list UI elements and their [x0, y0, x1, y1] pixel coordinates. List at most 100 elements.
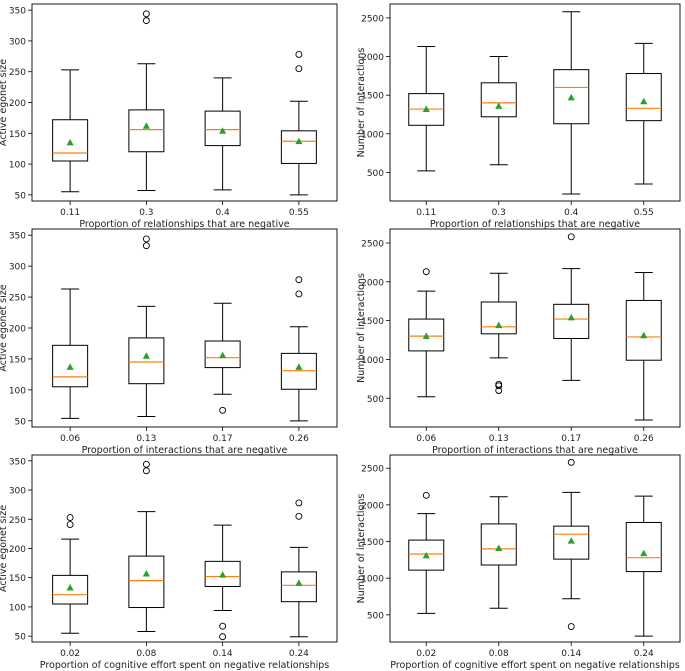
x-tick-label: 0.24 [289, 649, 309, 659]
y-tick-label: 500 [367, 611, 384, 621]
box-0.06 [52, 288, 89, 419]
axes-frame [389, 228, 681, 428]
mean-marker [640, 549, 648, 557]
iqr-box [625, 299, 662, 361]
mean-marker [495, 321, 503, 329]
x-axis-label: Proportion of relationships that are neg… [79, 219, 289, 230]
y-tick-label: 200 [9, 545, 26, 555]
axes-frame [31, 454, 338, 643]
mean-marker [142, 352, 150, 359]
x-axis-label: Proportion of relationships that are neg… [430, 219, 640, 230]
y-tick-label: 50 [15, 417, 27, 427]
outlier-point [567, 233, 575, 241]
y-tick-label: 2500 [361, 14, 384, 24]
y-tick-label: 100 [9, 603, 26, 613]
y-axis-label: Number of interactions [356, 48, 367, 158]
x-tick-label: 0.26 [634, 434, 654, 444]
mean-marker [295, 363, 303, 370]
y-tick-label: 200 [9, 99, 26, 109]
outlier-point [295, 499, 303, 507]
outlier-point [219, 406, 227, 414]
outlier-point [295, 276, 303, 284]
x-tick-label: 0.02 [60, 649, 80, 659]
x-tick-label: 0.06 [60, 434, 80, 444]
iqr-box [625, 521, 662, 573]
x-tick-label: 0.06 [416, 434, 436, 444]
chart-panel-6: 500 1000 1500 2000 2500 0.02 0.08 0.14 0.24Propo… [356, 454, 681, 671]
y-tick-label: 1000 [361, 356, 384, 366]
axes-frame [389, 3, 681, 202]
iqr-box [553, 525, 590, 560]
outlier-point [142, 242, 150, 250]
iqr-box [480, 523, 517, 566]
x-tick-label: 0.13 [489, 434, 509, 444]
outlier-point [422, 268, 430, 276]
x-axis-label: Proportion of cognitive effort spent on … [40, 660, 329, 671]
mean-marker [640, 331, 648, 339]
mean-marker [567, 537, 575, 544]
box-0.24 [625, 495, 662, 637]
chart-panel-4: 500 1000 1500 2000 2500 0.06 0.13 0.17 0.26Propo… [356, 228, 681, 456]
y-tick-label: 250 [9, 68, 26, 78]
mean-marker [219, 571, 227, 578]
mean-marker [295, 137, 303, 145]
mean-marker [66, 584, 74, 591]
axes-frame [31, 3, 338, 202]
outlier-point [567, 458, 575, 466]
mean-marker [495, 544, 503, 552]
x-tick-label: 0.55 [634, 208, 654, 218]
chart-panel-2: 500 1000 1500 2000 2500 0.11 0.3 0.4 0.55Proport… [356, 3, 681, 230]
outlier-point [66, 521, 74, 528]
y-tick-label: 2000 [361, 53, 384, 63]
x-tick-label: 0.4 [564, 208, 579, 218]
iqr-box [52, 119, 89, 162]
mean-marker [422, 105, 430, 112]
mean-marker [219, 351, 227, 359]
iqr-box [280, 352, 317, 390]
y-tick-label: 2000 [361, 278, 384, 288]
outlier-point [142, 235, 150, 243]
iqr-box [553, 69, 590, 125]
y-tick-label: 350 [9, 457, 26, 467]
iqr-box [204, 560, 241, 587]
x-tick-label: 0.17 [213, 434, 233, 444]
outlier-point [142, 467, 150, 475]
box-0.02 [408, 491, 445, 614]
x-tick-label: 0.24 [634, 649, 654, 659]
outlier-point [495, 380, 503, 388]
x-tick-label: 0.08 [489, 649, 509, 659]
y-tick-label: 500 [367, 395, 384, 405]
x-tick-label: 0.4 [215, 208, 230, 218]
x-tick-label: 0.11 [60, 208, 80, 218]
outlier-point [219, 622, 227, 630]
y-tick-label: 300 [9, 263, 26, 273]
axes-frame [389, 454, 681, 643]
mean-marker [142, 122, 150, 129]
y-tick-label: 150 [9, 355, 26, 365]
mean-marker [66, 363, 74, 370]
y-tick-label: 250 [9, 516, 26, 526]
y-tick-label: 1500 [361, 317, 384, 327]
x-tick-label: 0.3 [492, 208, 506, 218]
y-tick-label: 2000 [361, 501, 384, 511]
box-0.14 [204, 524, 241, 641]
x-tick-label: 0.11 [416, 208, 436, 218]
mean-marker [219, 127, 227, 134]
y-tick-label: 350 [9, 232, 26, 242]
chart-panel-1: 50 100 150 200 250 300 350 0.11 0.3 0.4 0.55Propor… [0, 3, 338, 230]
box-0.11 [52, 69, 89, 193]
y-tick-label: 150 [9, 574, 26, 584]
box-0.17 [553, 233, 590, 381]
iqr-box [204, 110, 241, 147]
mean-marker [640, 97, 648, 105]
box-0.3 [480, 56, 517, 166]
x-tick-label: 0.55 [289, 208, 309, 218]
outlier-point [142, 10, 150, 18]
box-0.02 [52, 514, 89, 634]
chart-panel-3: 50 100 150 200 250 300 350 0.06 0.13 0.17 0.26Prop… [0, 228, 338, 456]
box-0.08 [480, 496, 517, 609]
y-tick-label: 1500 [361, 538, 384, 548]
box-0.08 [128, 460, 165, 632]
mean-marker [142, 570, 150, 577]
